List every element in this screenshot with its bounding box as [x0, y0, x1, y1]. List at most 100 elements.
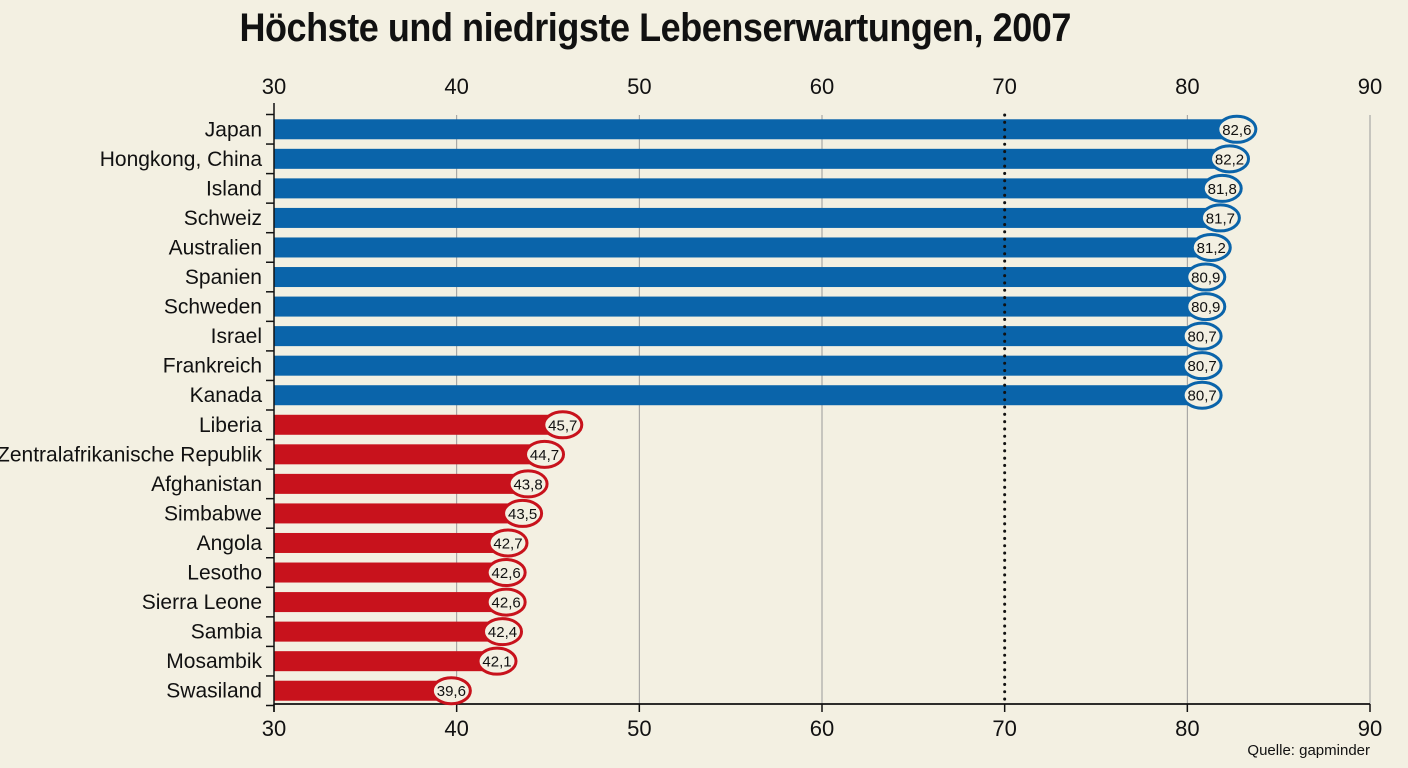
- x-tick-label-bottom: 30: [262, 716, 286, 741]
- value-label-badge: [487, 528, 529, 558]
- value-label-badge: [485, 587, 527, 617]
- bar: [274, 296, 1204, 317]
- value-label-badge: [485, 558, 527, 588]
- x-tick-label-top: 50: [627, 74, 651, 99]
- bar: [274, 414, 561, 435]
- x-tick-label-top: 60: [810, 74, 834, 99]
- category-label: Frankreich: [163, 355, 262, 378]
- bar: [274, 503, 521, 524]
- x-tick-label-top: 80: [1175, 74, 1199, 99]
- category-label: Hongkong, China: [100, 148, 263, 171]
- bar: [274, 355, 1201, 376]
- gridlines: [456, 115, 1371, 704]
- value-label-badge: [1181, 321, 1223, 351]
- value-label: 42,6: [492, 595, 521, 612]
- category-label: Schweiz: [184, 207, 262, 230]
- bar: [274, 532, 506, 553]
- value-label-badge: [482, 617, 524, 647]
- bar: [274, 473, 527, 494]
- value-label: 43,8: [513, 476, 542, 493]
- value-label-badge: [1216, 114, 1258, 144]
- x-tick-label-bottom: 90: [1358, 716, 1382, 741]
- value-label: 45,7: [548, 417, 577, 434]
- value-label-badge: [1190, 232, 1232, 262]
- value-label-badge: [1185, 262, 1227, 292]
- source-note: Quelle: gapminder: [1247, 742, 1370, 759]
- category-label: Kanada: [190, 384, 263, 407]
- bar: [274, 119, 1235, 140]
- bar: [274, 326, 1201, 347]
- bar: [274, 148, 1228, 169]
- value-label: 81,7: [1206, 210, 1235, 227]
- axes: 30 30 40 40 50 50 60 60 70 70 80 80 90 90 Japan Hongkon…: [0, 74, 1382, 741]
- bar: [274, 178, 1221, 199]
- value-label: 81,8: [1208, 181, 1237, 198]
- category-label: Sierra Leone: [142, 591, 262, 614]
- value-label: 42,4: [488, 624, 517, 641]
- category-label: Island: [206, 177, 262, 200]
- category-label: Swasiland: [166, 680, 262, 703]
- category-label: Japan: [205, 118, 262, 141]
- value-labels: 82,6 82,2 81,8 81,7 81,2 80,9 80,9 80,7 80,7 80,7…: [430, 114, 1258, 706]
- x-tick-label-top: 40: [444, 74, 468, 99]
- bar: [274, 237, 1210, 258]
- chart-title: Höchste und niedrigste Lebenserwartungen…: [239, 6, 1071, 50]
- x-tick-label-bottom: 80: [1175, 716, 1199, 741]
- bar: [274, 267, 1204, 288]
- value-label: 43,5: [508, 506, 537, 523]
- value-label: 42,6: [492, 565, 521, 582]
- value-label-badge: [1181, 380, 1223, 410]
- category-label: Zentralafrikanische Republik: [0, 443, 262, 466]
- x-tick-label-bottom: 60: [810, 716, 834, 741]
- value-label: 44,7: [530, 447, 559, 464]
- value-label-badge: [1185, 292, 1227, 322]
- value-label-badge: [542, 410, 584, 440]
- value-label-badge: [430, 676, 472, 706]
- bars: [274, 119, 1235, 701]
- value-label: 80,9: [1191, 299, 1220, 316]
- value-label: 82,2: [1215, 151, 1244, 168]
- bar: [274, 651, 496, 672]
- value-label: 42,1: [482, 654, 511, 671]
- x-tick-label-top: 30: [262, 74, 286, 99]
- x-tick-label-bottom: 50: [627, 716, 651, 741]
- value-label-badge: [476, 646, 518, 676]
- value-label-badge: [1199, 203, 1241, 233]
- value-label-badge: [507, 469, 549, 499]
- value-label: 80,9: [1191, 270, 1220, 287]
- category-label: Sambia: [191, 621, 263, 644]
- x-tick-label-bottom: 70: [992, 716, 1016, 741]
- x-tick-label-bottom: 40: [444, 716, 468, 741]
- x-tick-label-top: 90: [1358, 74, 1382, 99]
- bar: [274, 385, 1201, 406]
- category-label: Israel: [211, 325, 262, 348]
- value-label: 82,6: [1222, 122, 1251, 139]
- category-label: Schweden: [164, 296, 262, 319]
- bar: [274, 562, 505, 583]
- value-label-badge: [1181, 351, 1223, 381]
- value-label-badge: [524, 439, 566, 469]
- category-label: Angola: [197, 532, 263, 555]
- value-label-badge: [1201, 173, 1243, 203]
- category-label: Afghanistan: [151, 473, 262, 496]
- category-label: Simbabwe: [164, 502, 262, 525]
- bar: [274, 592, 505, 613]
- bar: [274, 621, 501, 642]
- value-label: 80,7: [1188, 358, 1217, 375]
- value-label: 80,7: [1188, 388, 1217, 405]
- bar: [274, 444, 543, 465]
- value-label: 81,2: [1197, 240, 1226, 257]
- value-label-badge: [502, 498, 544, 528]
- bar: [274, 207, 1219, 228]
- category-label: Liberia: [199, 414, 262, 437]
- value-label: 39,6: [437, 683, 466, 700]
- category-label: Mosambik: [166, 650, 262, 673]
- value-label-badge: [1209, 144, 1251, 174]
- x-tick-label-top: 70: [992, 74, 1016, 99]
- value-label: 42,7: [493, 535, 522, 552]
- value-label: 80,7: [1188, 329, 1217, 346]
- category-label: Australien: [169, 236, 262, 259]
- category-label: Lesotho: [187, 562, 262, 585]
- category-label: Spanien: [185, 266, 262, 289]
